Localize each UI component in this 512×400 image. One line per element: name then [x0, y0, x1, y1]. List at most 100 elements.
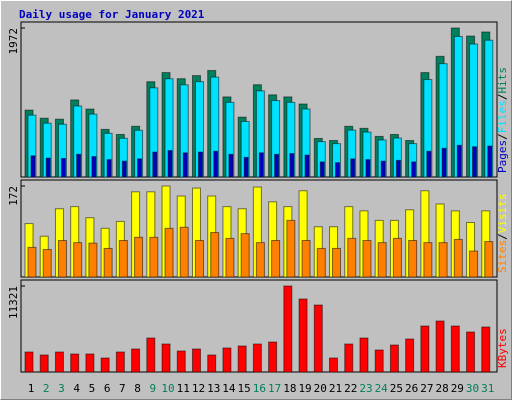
- x-tick-label: 11: [177, 382, 190, 395]
- x-tick-label: 9: [149, 382, 156, 395]
- bar: [45, 157, 51, 178]
- bar: [161, 343, 171, 373]
- bar: [350, 158, 356, 178]
- bar: [103, 247, 113, 278]
- bar: [435, 320, 445, 373]
- bar: [228, 153, 234, 178]
- x-tick-label: 3: [58, 382, 65, 395]
- legend-entry: Pages: [496, 140, 509, 173]
- bar: [197, 151, 203, 178]
- bar: [213, 150, 219, 178]
- bar: [91, 156, 97, 178]
- bar: [207, 354, 217, 373]
- bar: [225, 237, 235, 278]
- bar: [423, 242, 433, 278]
- bar: [134, 236, 144, 278]
- bar: [271, 239, 281, 278]
- bar: [377, 242, 387, 278]
- x-tick-label: 17: [268, 382, 281, 395]
- bar: [60, 157, 66, 178]
- legend: Sites/Visits: [496, 194, 509, 274]
- bar: [395, 159, 401, 178]
- bar: [441, 147, 447, 178]
- y-tick-label: 11321: [7, 286, 20, 319]
- bar: [237, 345, 247, 373]
- bar: [405, 338, 415, 373]
- bar: [118, 239, 128, 278]
- x-tick-label: 25: [390, 382, 403, 395]
- bar: [365, 159, 371, 178]
- bar: [329, 357, 339, 373]
- x-tick-label: 2: [43, 382, 50, 395]
- bar: [121, 160, 127, 178]
- x-tick-label: 10: [161, 382, 174, 395]
- x-tick-label: 5: [89, 382, 96, 395]
- legend-entry: KBytes: [496, 328, 509, 368]
- bar: [149, 236, 159, 278]
- bar: [54, 351, 64, 373]
- x-tick-label: 4: [73, 382, 80, 395]
- bar: [289, 153, 295, 178]
- bar: [252, 343, 262, 373]
- bar: [392, 237, 402, 278]
- x-tick-label: 12: [192, 382, 205, 395]
- legend: KBytes: [496, 328, 509, 368]
- bar: [344, 343, 354, 373]
- x-tick-label: 30: [466, 382, 479, 395]
- x-tick-label: 29: [451, 382, 464, 395]
- bar: [255, 242, 265, 278]
- bar: [243, 156, 249, 178]
- x-tick-label: 26: [405, 382, 418, 395]
- x-tick-label: 7: [119, 382, 126, 395]
- bar: [182, 152, 188, 178]
- bar: [456, 144, 462, 178]
- bar: [85, 353, 95, 373]
- bar: [304, 154, 310, 178]
- bar: [487, 145, 493, 178]
- bar: [115, 351, 125, 373]
- x-tick-label: 20: [314, 382, 327, 395]
- legend-entry: Hits: [496, 67, 509, 94]
- bar: [42, 248, 52, 278]
- bar: [319, 161, 325, 178]
- bar: [466, 331, 476, 373]
- legend-separator: /: [496, 233, 509, 240]
- bar: [179, 226, 189, 278]
- x-tick-label: 1: [28, 382, 35, 395]
- x-tick-label: 27: [420, 382, 433, 395]
- bar: [100, 357, 110, 373]
- bar: [481, 326, 491, 373]
- bar: [332, 247, 342, 278]
- bar: [222, 347, 232, 373]
- legend-separator: /: [496, 133, 509, 140]
- bar: [453, 238, 463, 278]
- x-tick-label: 24: [375, 382, 389, 395]
- y-tick-label: 172: [7, 186, 20, 206]
- bar: [70, 353, 80, 373]
- bar: [298, 298, 308, 373]
- bar: [164, 227, 174, 278]
- bar: [362, 239, 372, 278]
- bar: [240, 233, 250, 278]
- bar: [426, 150, 432, 178]
- bar: [194, 239, 204, 278]
- bar: [335, 162, 341, 178]
- bar: [420, 325, 430, 373]
- bar: [274, 153, 280, 178]
- bar: [408, 239, 418, 278]
- x-tick-label: 28: [435, 382, 448, 395]
- bar: [380, 160, 386, 178]
- x-tick-label: 8: [134, 382, 141, 395]
- bar: [316, 247, 326, 278]
- x-tick-label: 14: [222, 382, 236, 395]
- y-tick-label: 1972: [7, 28, 20, 55]
- x-tick-label: 22: [344, 382, 357, 395]
- bar: [152, 151, 158, 178]
- x-tick-label: 19: [298, 382, 311, 395]
- bar: [176, 350, 186, 373]
- bar: [210, 232, 220, 278]
- legend-entry: Sites: [496, 240, 509, 273]
- bar: [146, 337, 156, 373]
